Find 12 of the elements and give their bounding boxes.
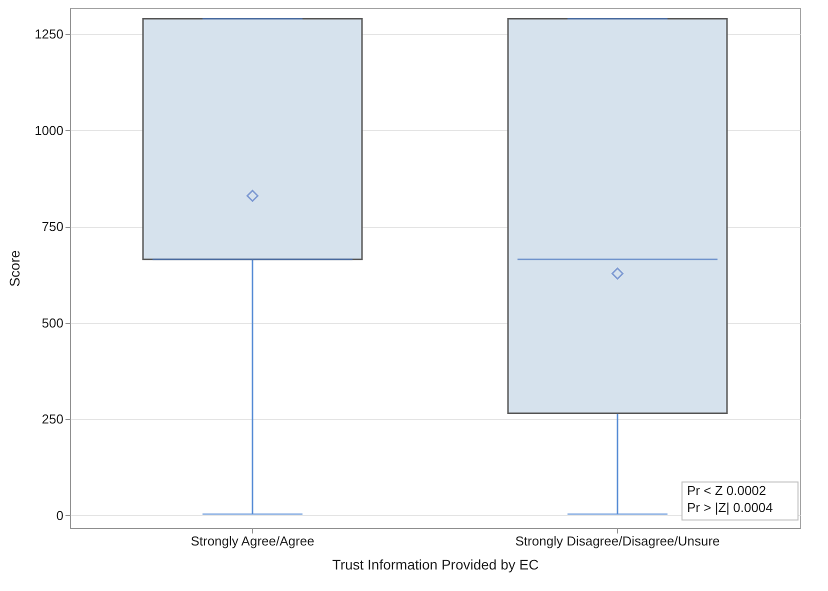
x-tick-label: Strongly Agree/Agree: [190, 534, 314, 548]
y-tick-label: 250: [42, 412, 64, 427]
y-tick-label: 500: [42, 315, 64, 330]
annotation: Pr > |Z| 0.0004: [687, 500, 773, 515]
y-tick-label: 1250: [34, 26, 64, 42]
x-tick-label: Strongly Disagree/Disagree/Unsure: [515, 534, 720, 548]
y-tick-label: 750: [42, 219, 64, 234]
y-tick-label: 0: [56, 508, 64, 523]
y-axis-title: Score: [6, 250, 23, 287]
annotation: Pr < Z 0.0002: [687, 483, 766, 498]
y-tick-label: 1000: [34, 122, 64, 138]
x-axis-title: Trust Information Provided by EC: [332, 556, 539, 572]
